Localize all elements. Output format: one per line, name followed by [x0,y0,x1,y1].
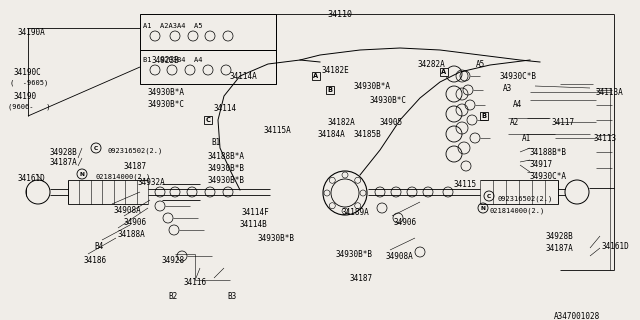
Text: 34186: 34186 [84,256,107,265]
Text: A3: A3 [503,84,512,93]
Circle shape [478,203,488,213]
Text: 34930B*A: 34930B*A [354,82,391,91]
Text: 34187: 34187 [349,274,372,283]
Text: 34930B*A: 34930B*A [147,88,184,97]
Text: A1  A2A3A4  A5: A1 A2A3A4 A5 [143,23,202,29]
Text: 34114F: 34114F [242,208,269,217]
Text: A5: A5 [476,60,485,69]
Text: 34187: 34187 [124,162,147,171]
Text: 34930C*A: 34930C*A [530,172,567,181]
Text: C: C [94,146,98,150]
Text: 34114B: 34114B [240,220,268,229]
Text: 34190C: 34190C [14,68,42,77]
Bar [204,116,212,124]
Text: 34185B: 34185B [354,130,381,139]
Text: 34930B*B: 34930B*B [336,250,373,259]
Text: A: A [314,73,319,79]
Text: 34930B*B: 34930B*B [257,234,294,243]
Circle shape [484,191,494,201]
Text: B2: B2 [168,292,177,301]
Text: 34930B*C: 34930B*C [147,100,184,109]
Text: 34923B: 34923B [152,56,180,65]
Text: 34188B*A: 34188B*A [207,152,244,161]
Text: B: B [328,87,333,93]
Bar [140,50,276,84]
Text: 34116: 34116 [184,278,207,287]
Text: 34905: 34905 [380,118,403,127]
Text: 092316502(2.): 092316502(2.) [108,148,163,155]
Text: 34917: 34917 [530,160,553,169]
Bar [326,86,334,94]
Text: 34908A: 34908A [386,252,413,261]
Text: 34930B*B: 34930B*B [207,176,244,185]
Text: N: N [79,172,84,177]
Text: 34161D: 34161D [18,174,45,183]
Text: N: N [481,205,485,211]
Text: 34110: 34110 [328,10,353,19]
Text: 34187A: 34187A [546,244,573,253]
Text: 34282A: 34282A [418,60,445,69]
Text: A2: A2 [510,118,519,127]
Text: 34930B*C: 34930B*C [370,96,407,105]
Text: 021814000(2.): 021814000(2.) [95,174,150,180]
Text: 021814000(2.): 021814000(2.) [490,208,545,214]
Bar [312,72,320,80]
Text: 34182A: 34182A [328,118,356,127]
Text: 34906: 34906 [124,218,147,227]
Text: A4: A4 [513,100,522,109]
Text: 34930B*B: 34930B*B [207,164,244,173]
Bar [480,112,488,120]
Text: 34115A: 34115A [263,126,291,135]
Text: 34189A: 34189A [341,208,369,217]
Text: A347001028: A347001028 [554,312,600,320]
Bar [140,14,276,50]
Text: B1  B2B3B4  A4: B1 B2B3B4 A4 [143,57,202,63]
Text: 34187A: 34187A [50,158,77,167]
Text: 34113A: 34113A [596,88,624,97]
Text: A: A [442,69,447,75]
Text: 34928B: 34928B [50,148,77,157]
Text: 34182E: 34182E [322,66,349,75]
Text: 34932A: 34932A [138,178,166,187]
Text: 34161D: 34161D [601,242,628,251]
Text: 34928: 34928 [162,256,185,265]
Text: 34114: 34114 [213,104,236,113]
Text: B1: B1 [211,138,220,147]
Text: 34114A: 34114A [229,72,257,81]
Bar [440,68,448,76]
Text: B4: B4 [94,242,103,251]
Text: 34117: 34117 [552,118,575,127]
Text: 34928B: 34928B [546,232,573,241]
Text: A1: A1 [522,134,531,143]
Text: B: B [481,113,486,119]
Text: 34184A: 34184A [318,130,346,139]
Circle shape [91,143,101,153]
Text: 34906: 34906 [394,218,417,227]
Circle shape [77,169,87,179]
Text: (  -9605): ( -9605) [10,80,48,86]
Text: 34930C*B: 34930C*B [500,72,537,81]
Text: B3: B3 [227,292,236,301]
Text: 34190: 34190 [14,92,37,101]
Text: 34188B*B: 34188B*B [530,148,567,157]
Text: 092316502(2.): 092316502(2.) [497,196,552,203]
Text: 34113: 34113 [594,134,617,143]
Text: 34115: 34115 [454,180,477,189]
Text: 34908A: 34908A [113,206,141,215]
Text: C: C [205,117,211,123]
Text: 34188A: 34188A [118,230,146,239]
Text: 34190A: 34190A [18,28,45,37]
Text: (9606-   ): (9606- ) [8,104,51,110]
Text: C: C [487,194,491,198]
